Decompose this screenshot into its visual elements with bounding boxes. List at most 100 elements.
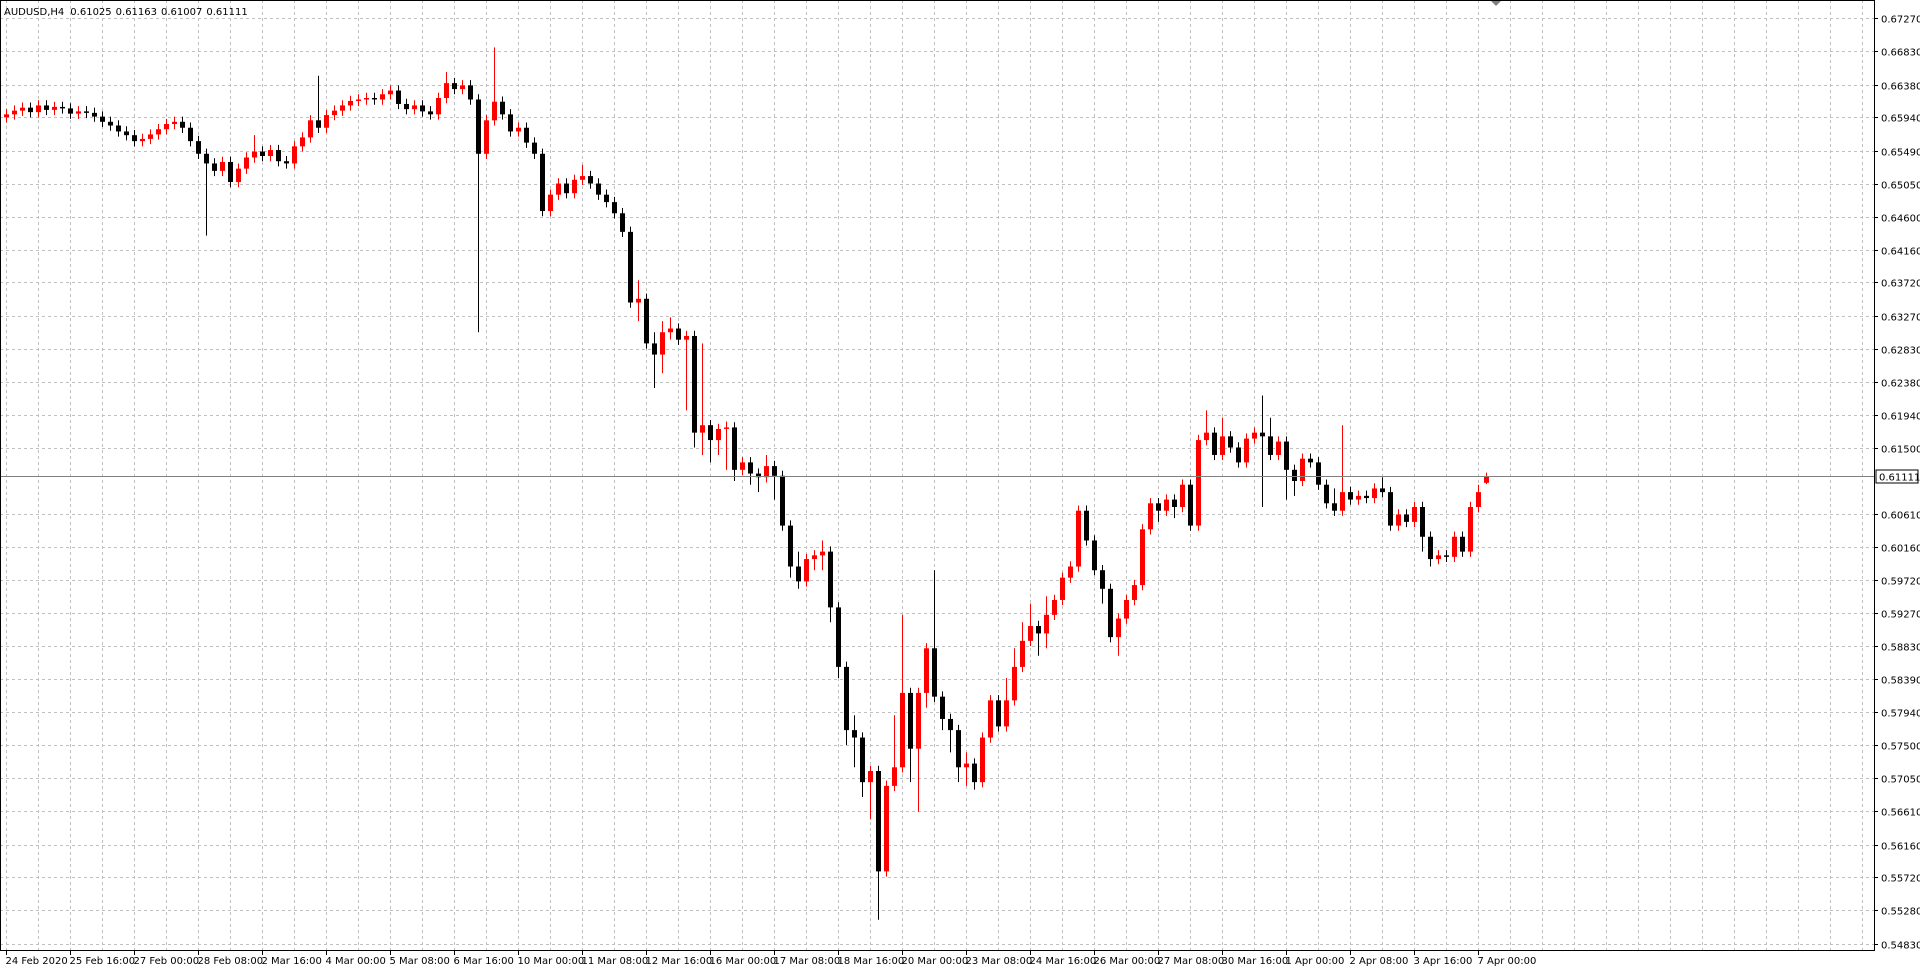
candle-body xyxy=(868,771,873,783)
plot-border xyxy=(0,0,1875,951)
y-tick-label: 0.67270 xyxy=(1881,15,1920,26)
chart-shift-marker[interactable] xyxy=(1491,1,1501,6)
candle-body xyxy=(1428,536,1433,560)
candle-body xyxy=(852,730,857,738)
candle-body xyxy=(1204,432,1209,441)
candle-body xyxy=(1060,577,1065,600)
candle-body xyxy=(572,179,577,194)
candle-body xyxy=(1212,432,1217,455)
x-tick-label: 16 Mar 00:00 xyxy=(710,956,777,967)
candle-body xyxy=(1164,499,1169,511)
candle-body xyxy=(948,718,953,731)
candle-body xyxy=(996,700,1001,727)
candle-body xyxy=(764,466,769,478)
y-tick-label: 0.58390 xyxy=(1881,676,1920,687)
candle-body xyxy=(1236,447,1241,463)
candle-body xyxy=(804,559,809,582)
y-tick-label: 0.63270 xyxy=(1881,313,1920,324)
candle-body xyxy=(620,213,625,232)
candle-body xyxy=(84,111,89,113)
candle-body xyxy=(1444,555,1449,557)
candle-body xyxy=(44,105,49,110)
candle-body xyxy=(388,90,393,95)
x-tick-label: 12 Mar 16:00 xyxy=(646,956,713,967)
candle-body xyxy=(1180,484,1185,508)
candle-body xyxy=(1124,599,1129,619)
x-tick-label: 5 Mar 08:00 xyxy=(390,956,450,967)
y-tick-label: 0.57050 xyxy=(1881,775,1920,786)
x-tick-label: 24 Mar 16:00 xyxy=(1030,956,1097,967)
x-tick-label: 11 Mar 08:00 xyxy=(582,956,649,967)
candle-body xyxy=(1012,666,1017,701)
candle-body xyxy=(4,114,9,118)
candle-body xyxy=(1172,499,1177,508)
candle-body xyxy=(596,183,601,195)
candle-body xyxy=(68,108,73,114)
candle-body xyxy=(1292,469,1297,481)
candle-body xyxy=(684,335,689,340)
candle-body xyxy=(476,99,481,154)
candle-body xyxy=(1380,488,1385,493)
candle-body xyxy=(116,125,121,132)
candle-body xyxy=(1132,585,1137,600)
candle-body xyxy=(260,151,265,157)
candle-body xyxy=(1404,514,1409,522)
candle-body xyxy=(132,135,137,142)
candle-body xyxy=(1276,441,1281,455)
bid-price-label: 0.61111 xyxy=(1879,473,1920,484)
y-tick-label: 0.60160 xyxy=(1881,544,1920,555)
y-tick-label: 0.66830 xyxy=(1881,48,1920,59)
candle-body xyxy=(820,551,825,556)
candle-body xyxy=(212,163,217,171)
y-tick-label: 0.62830 xyxy=(1881,346,1920,357)
x-tick-label: 27 Feb 00:00 xyxy=(134,956,200,967)
candle-body xyxy=(932,648,937,697)
candle-body xyxy=(540,153,545,212)
candle-body xyxy=(660,332,665,355)
candle-body xyxy=(1004,700,1009,727)
candle-body xyxy=(1076,510,1081,567)
y-tick-label: 0.56160 xyxy=(1881,842,1920,853)
y-tick-label: 0.65050 xyxy=(1881,181,1920,192)
candle-body xyxy=(532,142,537,154)
candle-body xyxy=(508,114,513,132)
candle-body xyxy=(500,101,505,115)
candle-body xyxy=(1460,536,1465,552)
candle-body xyxy=(364,97,369,100)
x-tick-label: 3 Apr 16:00 xyxy=(1414,956,1473,967)
candle-body xyxy=(316,120,321,128)
y-tick-label: 0.61940 xyxy=(1881,412,1920,423)
candle-body xyxy=(404,103,409,110)
y-tick-label: 0.65490 xyxy=(1881,148,1920,159)
candle-body xyxy=(460,85,465,90)
axes: 0.67270 0.66830 0.66380 0.65940 0.65490 0.650… xyxy=(6,15,1920,968)
candle-body xyxy=(276,150,281,162)
candle-body xyxy=(20,107,25,111)
candle-body xyxy=(1484,476,1489,483)
candle-body xyxy=(60,106,65,109)
candle-body xyxy=(564,183,569,194)
candle-body xyxy=(308,120,313,138)
candle-body xyxy=(956,730,961,768)
candle-body xyxy=(1092,540,1097,571)
candle-body xyxy=(196,141,201,154)
candle-body xyxy=(748,462,753,474)
last-open: 0.61025 xyxy=(70,7,111,18)
y-tick-label: 0.54830 xyxy=(1881,941,1920,952)
candle-body xyxy=(1260,432,1265,437)
candle-body xyxy=(644,298,649,344)
candle-body xyxy=(980,737,985,783)
candle-body xyxy=(1036,625,1041,634)
candle-body xyxy=(1244,438,1249,463)
candle-body xyxy=(468,85,473,100)
candle-body xyxy=(972,763,977,783)
candle-body xyxy=(524,127,529,143)
candle-body xyxy=(1284,441,1289,470)
candle-body xyxy=(1156,503,1161,511)
candle-body xyxy=(700,425,705,433)
candle-body xyxy=(452,83,457,90)
y-tick-label: 0.64160 xyxy=(1881,247,1920,258)
symbol-period: AUDUSD,H4 xyxy=(4,7,64,18)
candle-body xyxy=(412,105,417,110)
